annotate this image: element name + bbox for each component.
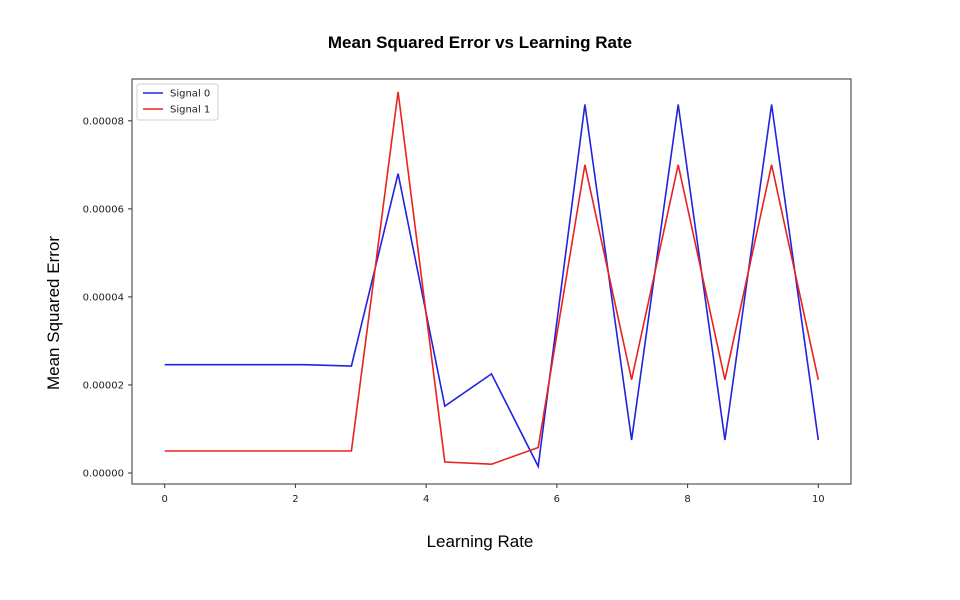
x-tick-label: 4 [423,494,429,505]
chart-title: Mean Squared Error vs Learning Rate [327,33,633,52]
x-tick-label: 0 [161,494,167,505]
x-axis-label-text: Learning Rate [426,532,534,551]
series-line-signal-1 [164,91,820,466]
x-tick-label: 8 [684,494,690,505]
plot-area-frame [131,78,852,485]
x-tick-label: 10 [812,494,825,505]
y-axis-ticks: 0.00000 0.00002 0.00004 0.00006 0.00008 [83,116,132,479]
x-tick-label: 2 [292,494,298,505]
y-tick-label: 0.00000 [83,468,124,479]
legend: Signal 0 Signal 1 [136,83,219,121]
legend-label-signal-0: Signal 0 [170,89,210,100]
y-tick-label: 0.00002 [83,380,124,391]
x-axis-label: Learning Rate [0,532,960,552]
x-tick-label: 6 [554,494,560,505]
y-tick-label: 0.00004 [83,292,124,303]
series-line-signal-0 [164,104,820,470]
y-tick-label: 0.00008 [83,116,124,127]
y-tick-label: 0.00006 [83,204,124,215]
x-axis-ticks: 0 2 4 6 8 10 [161,484,825,505]
series-layer [164,91,820,470]
legend-label-signal-1: Signal 1 [170,105,210,116]
